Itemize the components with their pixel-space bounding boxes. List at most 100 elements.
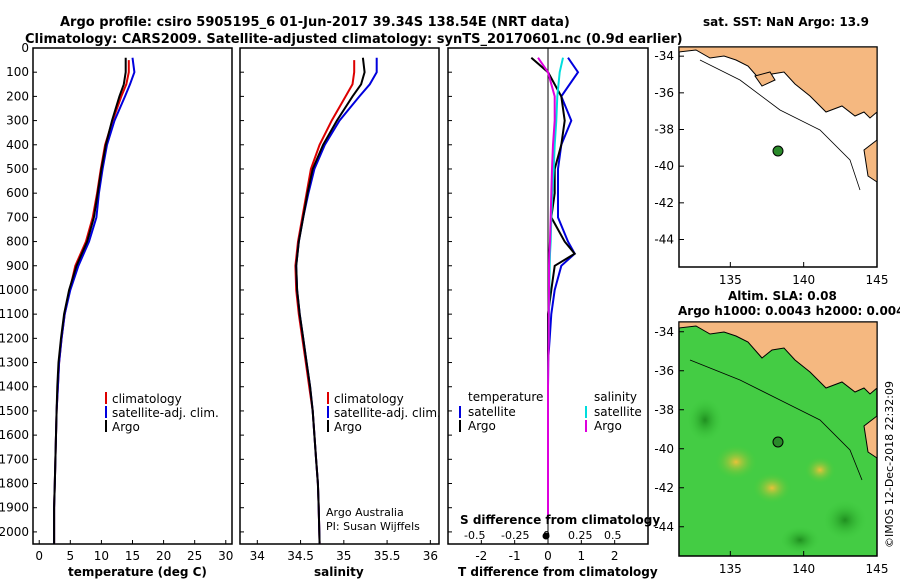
- x-tick-label: 5: [66, 549, 74, 563]
- temperature-panel: [32, 47, 233, 545]
- lon-tick-label: 135: [719, 562, 742, 576]
- credit-line-2: PI: Susan Wijffels: [326, 520, 420, 533]
- lon-tick-label: 140: [792, 562, 815, 576]
- s-diff-tick: -0.25: [501, 529, 529, 542]
- depth-tick-label: 900: [6, 259, 29, 273]
- title-line-1: Argo profile: csiro 5905195_6 01-Jun-201…: [60, 15, 570, 30]
- s-diff-tick: 0.25: [568, 529, 593, 542]
- depth-tick-label: 500: [6, 162, 29, 176]
- x-tick-label: 0: [544, 549, 552, 563]
- depth-tick-label: 1000: [0, 283, 29, 297]
- x-tick-label: -1: [509, 549, 521, 563]
- bathymetry-contour: [699, 59, 861, 191]
- s-diff-tick: 0.5: [604, 529, 622, 542]
- lat-tick-label: -42: [654, 481, 674, 495]
- lon-tick-label: 145: [866, 273, 889, 287]
- depth-tick-label: 600: [6, 186, 29, 200]
- salinity-series: [294, 57, 378, 545]
- x-tick-label: 25: [187, 549, 202, 563]
- series-line: [53, 60, 130, 544]
- difference-legend: temperature salinity satellite Argo sate…: [459, 390, 642, 433]
- depth-tick-label: 800: [6, 235, 29, 249]
- depth-axis: 0 100 200 300 400 500 600 700 800 900 1000 1100 1200…: [0, 41, 452, 539]
- x-tick-label: 34: [250, 549, 265, 563]
- lat-tick-label: -44: [654, 233, 674, 247]
- sst-map: [678, 46, 878, 268]
- island: [754, 71, 776, 87]
- legend-temp-head: temperature: [468, 390, 543, 404]
- series-line: [295, 57, 378, 545]
- x-tick-label: 10: [94, 549, 109, 563]
- s-diff-zero-marker: [542, 532, 550, 540]
- lat-tick-label: -34: [654, 49, 674, 63]
- legend-argo-label: Argo: [112, 420, 140, 434]
- lat-tick-label: -38: [654, 123, 674, 137]
- land-mass: [863, 414, 878, 459]
- temperature-legend: climatology satellite-adj. clim. Argo: [105, 392, 219, 434]
- series-line: [53, 57, 127, 544]
- depth-tick-label: 1100: [0, 307, 29, 321]
- x-tick-label: 35.5: [374, 549, 401, 563]
- lat-tick-label: -38: [654, 403, 674, 417]
- map-axes: -34 -36 -38 -40 -42 -44 135 140 145 -34 -36 -38 -40 -…: [654, 49, 888, 576]
- depth-tick-label: 0: [21, 41, 29, 55]
- depth-tick-label: 400: [6, 138, 29, 152]
- lon-tick-label: 140: [792, 273, 815, 287]
- salinity-panel: [239, 47, 440, 545]
- depth-tick-label: 1400: [0, 380, 29, 394]
- argo-location-marker: [772, 145, 784, 157]
- depth-tick-label: 200: [6, 89, 29, 103]
- watermark: ©IMOS 12-Dec-2018 22:32:09: [883, 381, 896, 548]
- lat-tick-label: -42: [654, 196, 674, 210]
- lon-tick-label: 135: [719, 273, 742, 287]
- legend-temp-sat: satellite: [468, 405, 516, 419]
- x-tick-label: 15: [125, 549, 140, 563]
- depth-tick-label: 300: [6, 114, 29, 128]
- lat-tick-label: -40: [654, 442, 674, 456]
- legend-sat-label: satellite-adj. clim.: [112, 406, 219, 420]
- land-mass: [863, 138, 878, 183]
- legend-sal-argo: Argo: [594, 419, 622, 433]
- x-tick-label: 34.5: [287, 549, 314, 563]
- depth-tick-label: 1200: [0, 331, 29, 345]
- s-diff-label: S difference from climatology: [460, 513, 660, 527]
- bathymetry-contour: [689, 359, 863, 481]
- temperature-axis-label: temperature (deg C): [68, 565, 207, 579]
- map-bottom-title-2: Argo h1000: 0.0043 h2000: 0.0043: [678, 304, 900, 318]
- series-line: [295, 57, 366, 545]
- lat-tick-label: -34: [654, 325, 674, 339]
- map-top-title: sat. SST: NaN Argo: 13.9: [703, 15, 869, 29]
- credit-line-1: Argo Australia: [326, 506, 404, 519]
- series-line: [537, 57, 556, 520]
- x-tick-label: 36: [423, 549, 438, 563]
- x-tick-label: 2: [611, 549, 619, 563]
- argo-location-marker: [772, 436, 784, 448]
- depth-tick-label: 700: [6, 210, 29, 224]
- map-bottom-title-1: Altim. SLA: 0.08: [728, 289, 837, 303]
- difference-axis-label: T difference from climatology: [458, 565, 658, 579]
- x-axes: 0 5 10 15 20 25 30 34 34.5 35 35.5 36 -2 -1 0 1 2: [35, 540, 618, 563]
- salinity-axis-label: salinity: [314, 565, 364, 579]
- depth-tick-label: 1700: [0, 452, 29, 466]
- sla-map: [678, 321, 878, 557]
- lat-tick-label: -40: [654, 159, 674, 173]
- lon-tick-label: 145: [866, 562, 889, 576]
- land-mass: [678, 46, 878, 119]
- temperature-series: [53, 57, 136, 544]
- legend-sat-label: satellite-adj. clim.: [334, 406, 441, 420]
- depth-tick-label: 1600: [0, 428, 29, 442]
- x-tick-label: 30: [218, 549, 233, 563]
- depth-tick-label: 2000: [0, 525, 29, 539]
- depth-tick-label: 100: [6, 65, 29, 79]
- series-line: [294, 60, 356, 545]
- land-mass: [678, 321, 878, 395]
- lat-tick-label: -44: [654, 520, 674, 534]
- s-diff-tick: -0.5: [464, 529, 485, 542]
- x-tick-label: 20: [156, 549, 171, 563]
- legend-sal-head: salinity: [594, 390, 637, 404]
- lat-tick-label: -36: [654, 364, 674, 378]
- x-tick-label: 0: [35, 549, 43, 563]
- x-tick-label: -2: [475, 549, 487, 563]
- title-line-2: Climatology: CARS2009. Satellite-adjuste…: [25, 32, 683, 47]
- difference-series: [530, 48, 580, 544]
